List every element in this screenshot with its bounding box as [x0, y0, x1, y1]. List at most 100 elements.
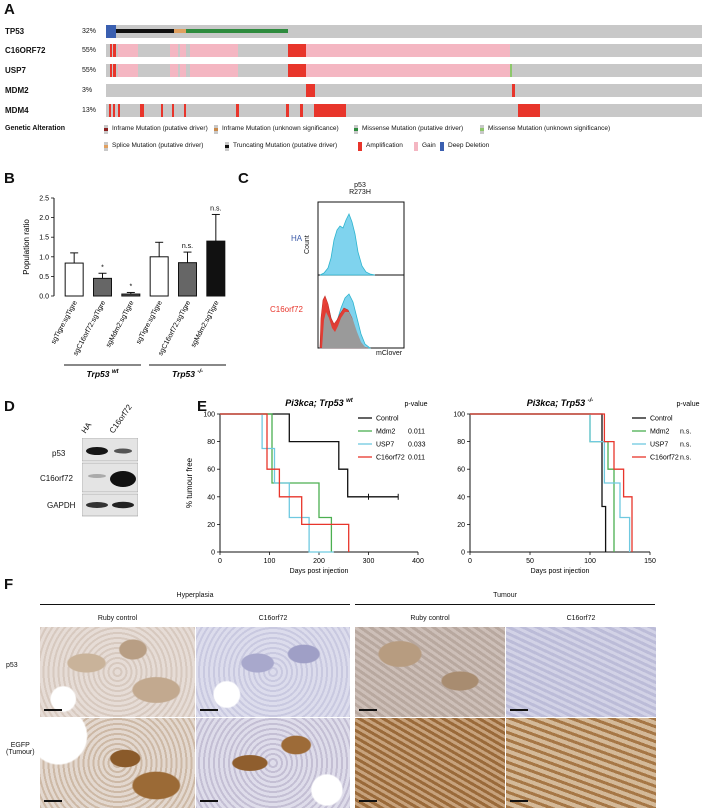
- survival-curve: [220, 413, 334, 553]
- category-label: sgMdm2:sgTigre: [105, 300, 136, 349]
- y-tick-label: 100: [453, 412, 465, 419]
- survival-curve: [470, 413, 607, 552]
- y-axis-label: % tumour free: [185, 457, 194, 508]
- bar: [64, 262, 84, 297]
- y-tick-label: 0.5: [39, 274, 49, 281]
- legend-swatch: [480, 128, 484, 131]
- band-p53-c16: [114, 448, 132, 454]
- category-label: sgMdm2:sgTigre: [190, 300, 221, 349]
- lane-label-ha: HA: [79, 420, 94, 435]
- panel-letter-d: D: [4, 398, 15, 415]
- flow-ylabel: Count: [304, 235, 311, 254]
- bar: [149, 256, 169, 297]
- tp53-splice: [174, 29, 186, 33]
- blot-row-gapdh: GAPDH: [47, 501, 76, 510]
- legend-swatch: [414, 142, 418, 151]
- y-tick-label: 0: [461, 550, 465, 557]
- y-tick-label: 80: [207, 439, 215, 446]
- scale-bar: [510, 800, 528, 802]
- x-tick-label: 0: [468, 558, 472, 565]
- ihc-image-tumour-ruby-egfp: [355, 718, 505, 808]
- alteration-legend: Inframe Mutation (putative driver) Infra…: [104, 124, 704, 154]
- lane-label-c16orf72: C16orf72: [107, 402, 134, 435]
- significance-label: *: [129, 283, 132, 290]
- track-tp53: [106, 25, 702, 38]
- y-tick-label: 20: [457, 522, 465, 529]
- x-axis-label: Days post injection: [531, 568, 590, 575]
- legend-label: USP7: [376, 442, 394, 449]
- legend-label: Control: [650, 416, 673, 423]
- y-tick-label: 40: [207, 494, 215, 501]
- gene-label-c16orf72: C16ORF72: [5, 46, 46, 55]
- survival-curve: [470, 413, 631, 552]
- legend-swatch: [104, 145, 108, 148]
- y-tick-label: 2.0: [39, 215, 49, 222]
- gene-pct-mdm2: 3%: [82, 87, 93, 94]
- survival-curve: [470, 413, 615, 552]
- x-tick-label: 150: [644, 558, 656, 565]
- bar: [178, 262, 197, 297]
- tp53-truncating: [116, 29, 174, 33]
- chart-title: Pi3kca; Trp53 -/-: [527, 398, 594, 408]
- group-label: Trp53 wt: [86, 369, 119, 379]
- sample-label-ha: HA: [291, 234, 303, 243]
- ihc-image-hyperplasia-c16orf72-p53: [196, 627, 350, 717]
- gene-pct-usp7: 55%: [82, 67, 97, 74]
- y-axis-label: Population ratio: [22, 219, 31, 275]
- c16-gray-histogram: [322, 312, 368, 348]
- panel-letter-c: C: [238, 170, 249, 187]
- x-tick-label: 400: [412, 558, 424, 565]
- legend-label: C16orf72: [376, 455, 405, 462]
- x-tick-label: 300: [363, 558, 375, 565]
- row-label-egfp: EGFP (Tumour): [6, 742, 35, 756]
- pvalue-label: n.s.: [680, 429, 691, 436]
- blot-row-c16orf72: C16orf72: [40, 474, 73, 483]
- pvalue-label: n.s.: [680, 442, 691, 449]
- scale-bar: [359, 709, 377, 711]
- legend-label: Mdm2: [650, 429, 670, 436]
- tp53-deletion: [106, 25, 116, 38]
- sample-label-c16orf72: C16orf72: [270, 305, 303, 314]
- scale-bar: [200, 709, 218, 711]
- group-label-hyperplasia: Hyperplasia: [176, 592, 214, 599]
- track-mdm4: [106, 104, 702, 117]
- y-tick-label: 0: [211, 550, 215, 557]
- pvalue-label: n.s.: [680, 455, 691, 462]
- pvalue-label: 0.033: [408, 442, 426, 449]
- legend-swatch: [440, 142, 444, 151]
- panel-letter-b: B: [4, 170, 15, 187]
- significance-label: *: [101, 264, 104, 271]
- y-tick-label: 20: [207, 522, 215, 529]
- chart-title: Pi3kca; Trp53 wt: [285, 398, 354, 408]
- x-tick-label: 100: [264, 558, 276, 565]
- legend-title: Genetic Alteration: [5, 125, 66, 132]
- ha-histogram: [319, 213, 376, 276]
- panel-letter-e: E: [197, 398, 208, 415]
- flow-title: p53 R273H: [349, 182, 371, 196]
- panel-letter-a: A: [4, 1, 15, 18]
- column-label: Ruby control: [97, 615, 138, 622]
- blot-image: [82, 438, 138, 517]
- legend-swatch: [358, 142, 362, 151]
- scale-bar: [200, 800, 218, 802]
- column-label: Ruby control: [410, 615, 450, 622]
- x-tick-label: 200: [313, 558, 325, 565]
- survival-curve: [220, 413, 399, 498]
- flow-histograms: [317, 201, 405, 349]
- flow-xlabel: mClover: [376, 350, 403, 357]
- scale-bar: [44, 709, 62, 711]
- panel-letter-f: F: [4, 576, 14, 593]
- row-label-p53: p53: [6, 662, 18, 669]
- category-label: sgC16orf72:sgTigre: [72, 300, 107, 357]
- group-rule-tumour: [355, 604, 655, 605]
- y-tick-label: 1.5: [39, 235, 49, 242]
- ihc-image-tumour-c16orf72-p53: [506, 627, 656, 717]
- gene-label-usp7: USP7: [5, 66, 26, 75]
- scale-bar: [510, 709, 528, 711]
- y-tick-label: 80: [457, 439, 465, 446]
- y-tick-label: 2.5: [39, 196, 49, 203]
- gene-pct-mdm4: 13%: [82, 107, 97, 114]
- significance-label: n.s.: [210, 205, 221, 212]
- legend-swatch: [214, 128, 218, 131]
- scale-bar: [44, 800, 62, 802]
